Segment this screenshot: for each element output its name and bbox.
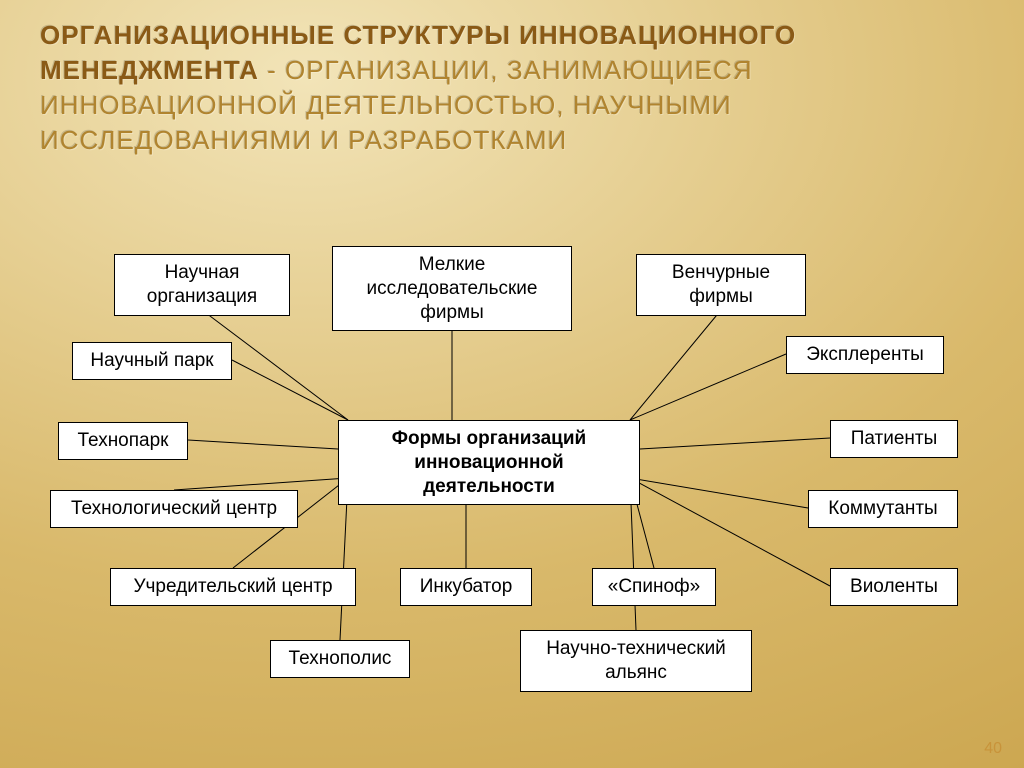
node-expl: Эксплеренты [786,336,944,374]
node-incubator: Инкубатор [400,568,532,606]
node-sci_org: Научная организация [114,254,290,316]
node-spinoff: «Спиноф» [592,568,716,606]
page-number: 40 [984,740,1002,758]
node-violents: Виоленты [830,568,958,606]
node-techcenter: Технологический центр [50,490,298,528]
node-small_res: Мелкие исследовательские фирмы [332,246,572,331]
node-technopark: Технопарк [58,422,188,460]
slide-title: Организационные структуры инновационного… [40,18,984,158]
node-sci_park: Научный парк [72,342,232,380]
node-center: Формы организаций инновационной деятельн… [338,420,640,505]
node-alliance: Научно-технический альянс [520,630,752,692]
node-commut: Коммутанты [808,490,958,528]
node-patients: Патиенты [830,420,958,458]
node-founder: Учредительский центр [110,568,356,606]
node-technopolis: Технополис [270,640,410,678]
node-venture: Венчурные фирмы [636,254,806,316]
